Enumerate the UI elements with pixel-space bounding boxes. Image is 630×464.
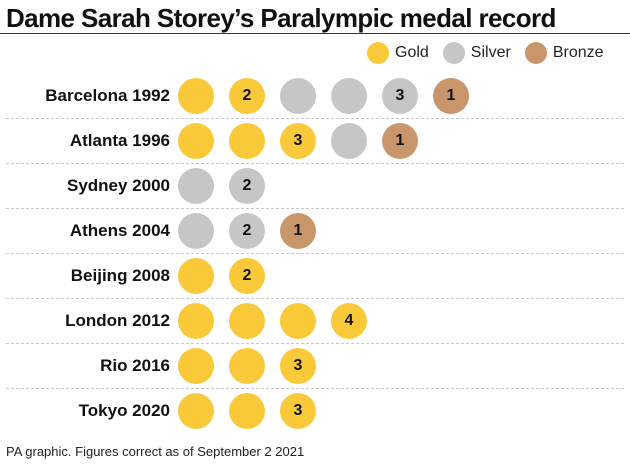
- silver-medal-icon: [331, 78, 367, 114]
- row-divider: [6, 208, 624, 209]
- row-divider: [6, 298, 624, 299]
- games-label: Barcelona 1992: [45, 86, 170, 105]
- silver-medal-icon: 2: [229, 213, 265, 249]
- footnote: PA graphic. Figures correct as of Septem…: [6, 444, 305, 459]
- medal-row: Beijing 2008 2: [0, 254, 630, 299]
- gold-medal-icon: [178, 393, 214, 429]
- medal-row: London 2012 4: [0, 299, 630, 344]
- medal-row: Athens 2004 2 1: [0, 209, 630, 254]
- games-label: Sydney 2000: [66, 176, 170, 195]
- medal-row: Sydney 2000 2: [0, 164, 630, 209]
- legend-label-bronze: Bronze: [552, 44, 604, 61]
- gold-medal-icon: [178, 123, 214, 159]
- gold-medal-icon: 3: [280, 123, 316, 159]
- gold-medal-icon: [178, 78, 214, 114]
- silver-medal-icon: [442, 42, 465, 64]
- gold-medal-icon: 3: [280, 393, 316, 429]
- medal-row: Atlanta 1996 3 1: [0, 119, 630, 164]
- gold-medal-icon: 2: [229, 78, 265, 114]
- silver-medal-icon: [331, 123, 367, 159]
- games-label: Beijing 2008: [70, 266, 170, 285]
- legend: Gold Silver Bronze: [367, 41, 618, 65]
- gold-medal-icon: [229, 303, 265, 339]
- games-label: Tokyo 2020: [78, 401, 170, 420]
- legend-item-silver: Silver: [442, 42, 511, 64]
- title-divider: [0, 33, 630, 34]
- bronze-medal-icon: [524, 42, 547, 64]
- bronze-medal-icon: 1: [280, 213, 316, 249]
- medal-row: Rio 2016 3: [0, 344, 630, 389]
- gold-medal-icon: [178, 258, 214, 294]
- gold-medal-icon: [229, 123, 265, 159]
- silver-medal-icon: 3: [382, 78, 418, 114]
- medal-table: Barcelona 1992 2 3 1 Atlanta 1996 3 1 Sydney 20…: [0, 74, 630, 433]
- row-divider: [6, 163, 624, 164]
- gold-medal-icon: [178, 348, 214, 384]
- silver-medal-icon: 2: [229, 168, 265, 204]
- medal-row: Barcelona 1992 2 3 1: [0, 74, 630, 119]
- games-label: London 2012: [65, 311, 170, 330]
- chart-title: Dame Sarah Storey’s Paralympic medal rec…: [6, 3, 556, 33]
- gold-medal-icon: [280, 303, 316, 339]
- legend-label-gold: Gold: [395, 44, 429, 61]
- row-divider: [6, 118, 624, 119]
- silver-medal-icon: [178, 213, 214, 249]
- gold-medal-icon: [367, 42, 389, 64]
- gold-medal-icon: [229, 348, 265, 384]
- games-label: Rio 2016: [100, 356, 170, 375]
- gold-medal-icon: 3: [280, 348, 316, 384]
- gold-medal-icon: [178, 303, 214, 339]
- bronze-medal-icon: 1: [433, 78, 469, 114]
- silver-medal-icon: [280, 78, 316, 114]
- medal-row: Tokyo 2020 3: [0, 389, 630, 433]
- gold-medal-icon: 2: [229, 258, 265, 294]
- legend-label-silver: Silver: [470, 44, 511, 61]
- legend-item-gold: Gold: [367, 42, 429, 64]
- row-divider: [6, 253, 624, 254]
- silver-medal-icon: [178, 168, 214, 204]
- row-divider: [6, 343, 624, 344]
- gold-medal-icon: [229, 393, 265, 429]
- gold-medal-icon: 4: [331, 303, 367, 339]
- legend-item-bronze: Bronze: [524, 42, 604, 64]
- games-label: Atlanta 1996: [69, 131, 170, 150]
- bronze-medal-icon: 1: [382, 123, 418, 159]
- games-label: Athens 2004: [69, 221, 170, 240]
- row-divider: [6, 388, 624, 389]
